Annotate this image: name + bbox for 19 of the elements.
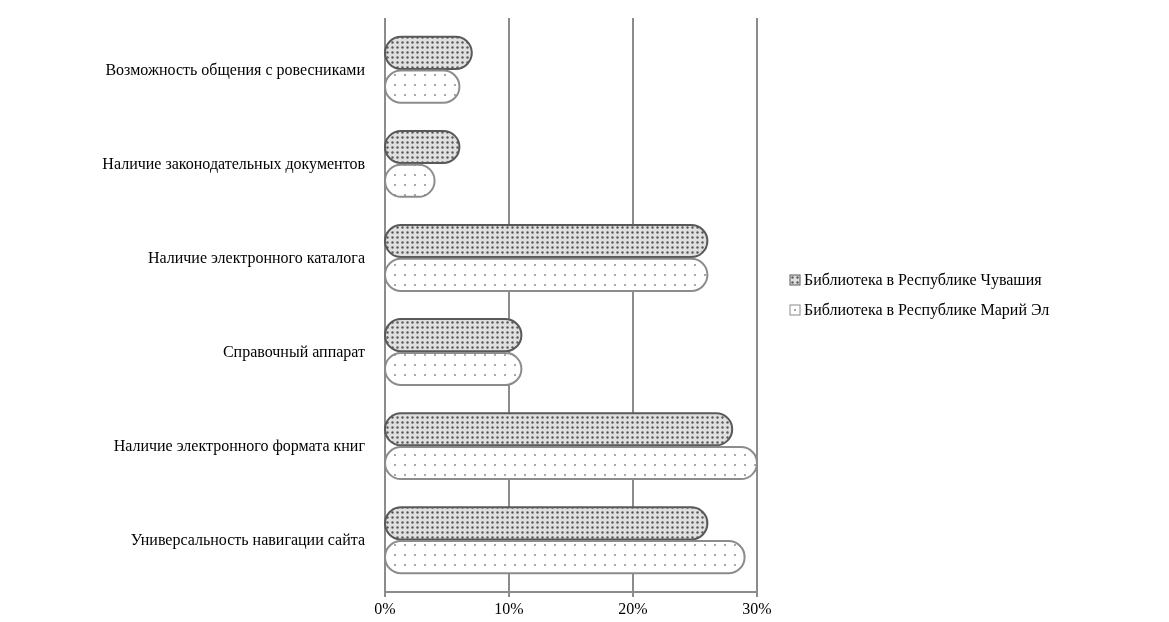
bar [384,318,523,353]
y-tick-label: Наличие электронного каталога [147,248,365,267]
x-tick-label: 30% [742,600,772,617]
y-tick-label: Наличие законодательных документов [102,154,366,173]
bar [384,412,734,447]
bar [384,224,709,259]
legend-label: Библиотека в Республике Чувашия [804,271,1043,289]
x-tick-label: 10% [494,600,524,617]
y-tick-label: Универсальность навигации сайта [130,531,365,550]
y-tick-label: Справочный аппарат [222,343,365,362]
x-tick-label: 20% [618,600,648,617]
bar [384,35,473,70]
y-tick-label: Возможность общения с ровесниками [105,60,366,79]
legend-label: Библиотека в Республике Марий Эл [804,301,1050,319]
bar [384,129,461,165]
bar [384,506,709,541]
bar [384,69,461,104]
x-tick-label: 0% [374,600,396,617]
y-tick-label: Наличие электронного формата книг [113,437,366,456]
